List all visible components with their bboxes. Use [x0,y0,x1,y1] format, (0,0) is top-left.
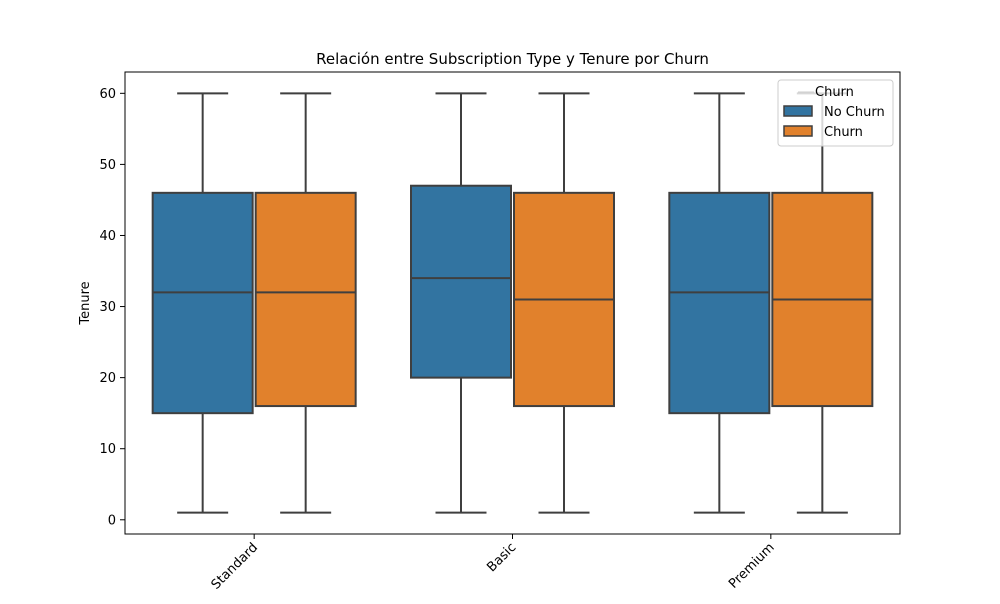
y-tick-label: 60 [99,87,116,102]
y-tick-label: 30 [99,300,116,315]
plot-area: 0 10 20 30 40 50 60 Standard Basic Premium [99,71,901,593]
box-standard-churn [254,92,357,514]
box-basic-no-churn [410,92,512,514]
chart-title: Relación entre Subscription Type y Tenur… [316,50,709,68]
x-tick-label: Standard [209,540,261,592]
x-tick-label: Premium [726,540,778,592]
box-premium-churn [771,92,874,514]
y-axis-label: Tenure [78,281,93,325]
legend-swatch [783,105,813,117]
box-body [410,184,512,379]
legend-entry-label: Churn [824,125,863,140]
box-body [668,191,771,415]
box-body [254,191,357,408]
box-standard-no-churn [151,92,254,514]
x-tick-label: Basic [484,540,519,575]
y-tick-label: 40 [99,229,116,244]
box-body [151,191,254,415]
y-tick-label: 50 [99,158,116,173]
legend-entry-label: No Churn [824,105,885,120]
box-basic-churn [513,92,615,514]
legend-title: Churn [815,85,854,100]
y-tick-label: 0 [108,513,116,528]
y-tick-label: 10 [99,442,116,457]
legend: Churn No Churn Churn [777,79,894,147]
box-premium-no-churn [668,92,771,514]
legend-swatch [783,125,813,137]
y-tick-label: 20 [99,371,116,386]
